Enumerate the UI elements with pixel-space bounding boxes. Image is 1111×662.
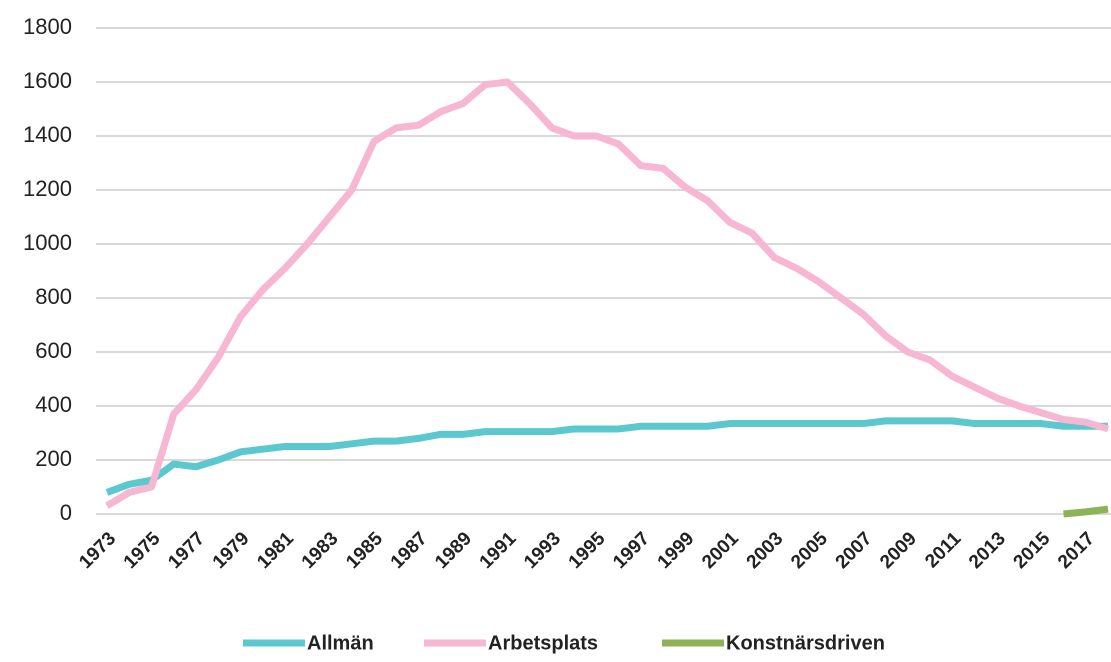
x-tick-label: 2015: [1010, 528, 1055, 573]
x-tick-label: 1991: [476, 528, 521, 573]
y-tick-label: 600: [35, 338, 72, 363]
y-tick-label: 1600: [23, 68, 72, 93]
y-tick-label: 1200: [23, 176, 72, 201]
y-tick-label: 0: [60, 500, 72, 525]
x-tick-label: 1983: [298, 528, 343, 573]
x-tick-label: 1995: [565, 528, 610, 573]
line: [1063, 505, 1109, 518]
y-tick-label: 1800: [23, 14, 72, 39]
x-tick-label: 1979: [209, 528, 254, 573]
legend-label: Arbetsplats: [488, 632, 598, 654]
legend-label: Allmän: [307, 632, 374, 654]
x-tick-label: 1997: [609, 528, 654, 573]
x-tick-label: 1989: [431, 528, 476, 573]
x-tick-label: 2003: [743, 528, 788, 573]
x-tick-label: 1999: [654, 528, 699, 573]
y-tick-label: 1000: [23, 230, 72, 255]
y-tick-label: 1400: [23, 122, 72, 147]
x-tick-label: 2011: [921, 528, 965, 572]
y-tick-label: 200: [35, 446, 72, 471]
x-tick-label: 1975: [120, 528, 165, 573]
y-tick-label: 400: [35, 392, 72, 417]
x-tick-label: 1993: [520, 528, 565, 573]
x-tick-label: 2005: [787, 528, 832, 573]
x-tick-label: 2001: [698, 528, 743, 573]
x-tick-label: 2013: [965, 528, 1010, 573]
line: [105, 78, 1110, 509]
x-tick-label: 1973: [75, 528, 120, 573]
legend-label: Konstnärsdriven: [726, 632, 885, 654]
line: [105, 417, 1108, 496]
x-tick-label: 1977: [164, 528, 209, 573]
x-tick-label: 1987: [387, 528, 432, 573]
x-tick-label: 1981: [253, 528, 298, 573]
x-tick-label: 2017: [1054, 528, 1099, 573]
x-tick-label: 2007: [832, 528, 877, 573]
x-tick-label: 1985: [342, 528, 387, 573]
x-tick-label: 2009: [876, 528, 921, 573]
y-tick-label: 800: [35, 284, 72, 309]
